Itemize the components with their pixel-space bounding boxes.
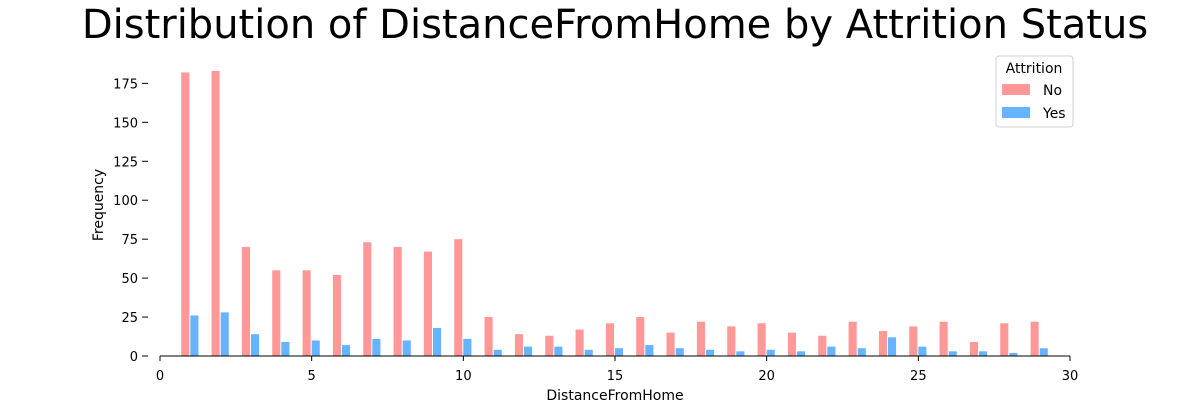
bar-yes-5 [311, 340, 320, 356]
bar-yes-21 [797, 351, 806, 356]
bar-no-4 [272, 270, 281, 356]
bar-no-6 [332, 274, 341, 356]
bar-yes-28 [1009, 352, 1018, 356]
bar-yes-22 [827, 346, 836, 356]
bar-no-29 [1030, 321, 1039, 356]
bar-no-26 [939, 321, 948, 356]
bar-yes-12 [524, 346, 533, 356]
y-tick-label-0: 0 [130, 350, 138, 365]
bar-no-12 [514, 334, 523, 356]
bar-no-3 [241, 246, 250, 356]
bar-yes-16 [645, 345, 654, 356]
bar-yes-27 [979, 351, 988, 356]
bar-no-1 [181, 72, 190, 357]
bar-no-16 [636, 317, 645, 356]
x-tick-label-0: 0 [156, 369, 164, 384]
bar-no-24 [878, 331, 887, 356]
y-tick-label-125: 125 [113, 155, 138, 170]
bar-yes-15 [615, 348, 624, 356]
legend-label-yes: Yes [1042, 106, 1066, 122]
bar-yes-24 [888, 337, 897, 356]
bar-yes-14 [584, 349, 593, 356]
x-tick-label-20: 20 [758, 369, 775, 384]
bar-yes-4 [281, 341, 290, 356]
x-tick-label-10: 10 [455, 369, 472, 384]
bar-no-8 [393, 246, 402, 356]
y-tick-label-50: 50 [121, 272, 138, 287]
y-tick-label-100: 100 [113, 194, 138, 209]
x-tick-label-5: 5 [308, 369, 316, 384]
bar-yes-7 [372, 338, 381, 356]
bar-yes-13 [554, 346, 563, 356]
bar-no-14 [575, 329, 584, 356]
bar-yes-17 [675, 348, 684, 356]
x-axis-label: DistanceFromHome [546, 388, 683, 400]
bar-no-17 [666, 332, 675, 356]
bar-yes-6 [342, 345, 351, 356]
bar-yes-26 [948, 351, 957, 356]
bar-no-28 [1000, 323, 1009, 356]
bar-no-18 [696, 321, 705, 356]
y-tick-label-75: 75 [121, 233, 138, 248]
bar-no-23 [848, 321, 857, 356]
x-tick-label-30: 30 [1062, 369, 1079, 384]
bar-yes-1 [190, 315, 199, 356]
bar-no-27 [969, 341, 978, 356]
y-tick-label-175: 175 [113, 77, 138, 92]
x-tick-label-15: 15 [607, 369, 624, 384]
bar-no-20 [757, 323, 766, 356]
y-axis-label: Frequency [91, 169, 107, 241]
bar-no-19 [727, 326, 736, 356]
y-tick-label-150: 150 [113, 116, 138, 131]
legend-title: Attrition [1006, 61, 1063, 77]
legend-swatch-yes [1002, 107, 1030, 118]
bar-no-15 [605, 323, 614, 356]
bar-yes-11 [493, 349, 502, 356]
y-tick-label-25: 25 [121, 311, 138, 326]
axes-group: 0 5 10 15 20 25 30 0 25 50 75 100 125 150 175 [113, 77, 1078, 384]
bars-group [181, 70, 1048, 357]
bar-yes-10 [463, 338, 472, 356]
bar-yes-20 [766, 349, 775, 356]
legend-swatch-no [1002, 84, 1030, 95]
bar-no-21 [787, 332, 796, 356]
bar-yes-29 [1039, 348, 1048, 356]
x-tick-label-25: 25 [910, 369, 927, 384]
bar-yes-8 [402, 340, 411, 356]
bar-yes-18 [706, 349, 715, 356]
bar-yes-23 [857, 348, 866, 356]
bar-no-5 [302, 270, 311, 356]
bar-no-10 [454, 239, 463, 356]
bar-no-9 [423, 251, 432, 356]
bar-no-25 [909, 326, 918, 356]
bar-yes-25 [918, 346, 927, 356]
bar-no-7 [363, 242, 372, 356]
bar-yes-19 [736, 351, 745, 356]
bar-yes-3 [251, 334, 260, 356]
bar-no-11 [484, 317, 493, 356]
bar-no-13 [545, 335, 554, 356]
legend-label-no: No [1043, 83, 1062, 99]
bar-no-2 [211, 70, 220, 356]
bar-yes-9 [433, 327, 442, 356]
chart-title: Distribution of DistanceFromHome by Attr… [82, 2, 1148, 48]
bar-yes-2 [220, 312, 229, 356]
legend: Attrition No Yes [995, 55, 1074, 128]
bar-no-22 [818, 335, 827, 356]
